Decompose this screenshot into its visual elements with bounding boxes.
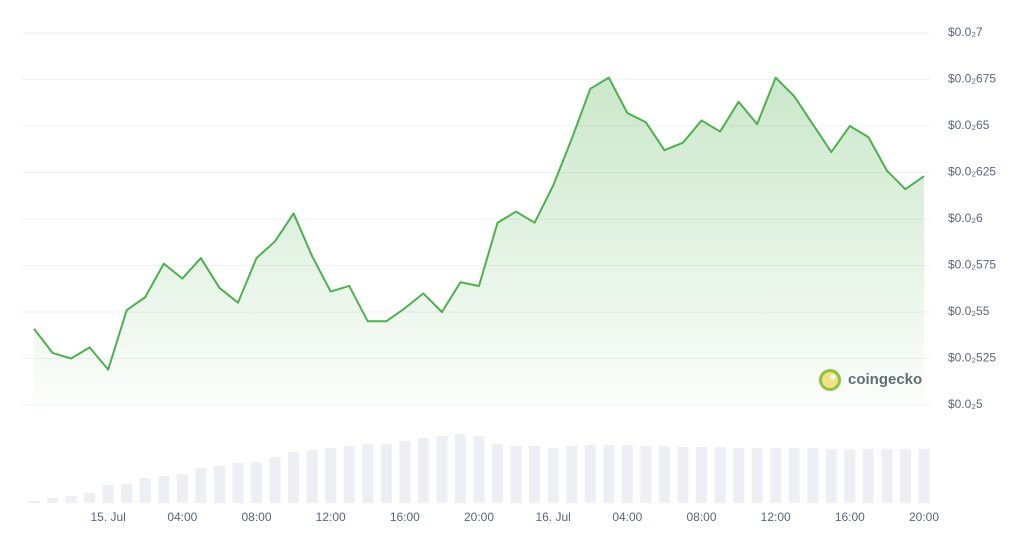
volume-bar	[417, 438, 429, 503]
x-tick-label: 08:00	[241, 510, 271, 524]
volume-bar	[399, 441, 411, 503]
volume-bar	[362, 444, 374, 503]
volume-bar	[529, 446, 541, 503]
volume-bar	[158, 476, 170, 503]
volume-bar	[640, 446, 652, 503]
y-tick-label: $0.0₂65	[948, 118, 990, 132]
volume-bar	[325, 448, 337, 503]
volume-bar	[436, 436, 448, 503]
y-tick-label: $0.0₂7	[948, 25, 983, 39]
x-tick-label: 16:00	[835, 510, 865, 524]
volume-bar	[751, 448, 763, 503]
volume-bar	[714, 447, 726, 503]
volume-bar	[844, 449, 856, 503]
volume-bar	[899, 449, 911, 503]
volume-bar	[510, 446, 522, 503]
volume-bar	[473, 436, 485, 503]
volume-bar	[288, 452, 300, 503]
volume-bar	[139, 478, 151, 503]
volume-bar	[232, 463, 244, 503]
volume-bar	[621, 445, 633, 503]
price-line	[33, 76, 925, 371]
x-tick-label: 20:00	[464, 510, 494, 524]
x-tick-label: 15. Jul	[90, 510, 125, 524]
volume-bar	[770, 448, 782, 503]
x-tick-label: 16. Jul	[535, 510, 570, 524]
volume-bar	[584, 445, 596, 503]
y-tick-label: $0.0₂5	[948, 397, 983, 411]
volume-bar	[603, 445, 615, 503]
volume-bar	[492, 444, 504, 503]
volume-bar	[251, 462, 262, 503]
volume-bar	[918, 449, 930, 503]
x-tick-label: 12:00	[761, 510, 791, 524]
x-tick-label: 04:00	[167, 510, 197, 524]
volume-bar	[788, 448, 800, 503]
volume-bar	[121, 484, 133, 503]
volume-bar	[566, 446, 578, 503]
volume-bar	[380, 444, 392, 503]
x-tick-label: 16:00	[390, 510, 420, 524]
x-tick-label: 08:00	[686, 510, 716, 524]
volume-bar	[176, 474, 188, 503]
y-tick-label: $0.0₂525	[948, 351, 996, 365]
volume-bar	[84, 493, 96, 503]
y-tick-label: $0.0₂675	[948, 72, 996, 86]
volume-bar	[881, 449, 893, 503]
volume-bar	[825, 449, 837, 503]
volume-bar	[47, 498, 59, 503]
volume-bar	[547, 448, 559, 503]
price-area	[34, 77, 924, 405]
volume-bar	[306, 450, 318, 503]
volume-bar	[213, 466, 225, 503]
volume-bar	[269, 457, 281, 503]
volume-bar	[454, 434, 466, 503]
y-tick-label: $0.0₂55	[948, 304, 990, 318]
volume-bar	[343, 446, 355, 503]
volume-bar	[696, 447, 707, 503]
volume-bar	[102, 485, 114, 503]
volume-bar	[65, 496, 77, 503]
y-tick-label: $0.0₂575	[948, 258, 996, 272]
volume-bar	[195, 468, 207, 503]
x-tick-label: 20:00	[909, 510, 939, 524]
y-tick-label: $0.0₂6	[948, 211, 983, 225]
volume-bar	[677, 447, 689, 503]
volume-bar	[862, 449, 874, 503]
y-tick-label: $0.0₂625	[948, 165, 996, 179]
volume-bar	[28, 501, 40, 503]
volume-bar	[733, 448, 745, 503]
x-tick-label: 12:00	[316, 510, 346, 524]
volume-bar	[658, 446, 670, 503]
x-tick-label: 04:00	[612, 510, 642, 524]
volume-bar	[807, 448, 819, 503]
